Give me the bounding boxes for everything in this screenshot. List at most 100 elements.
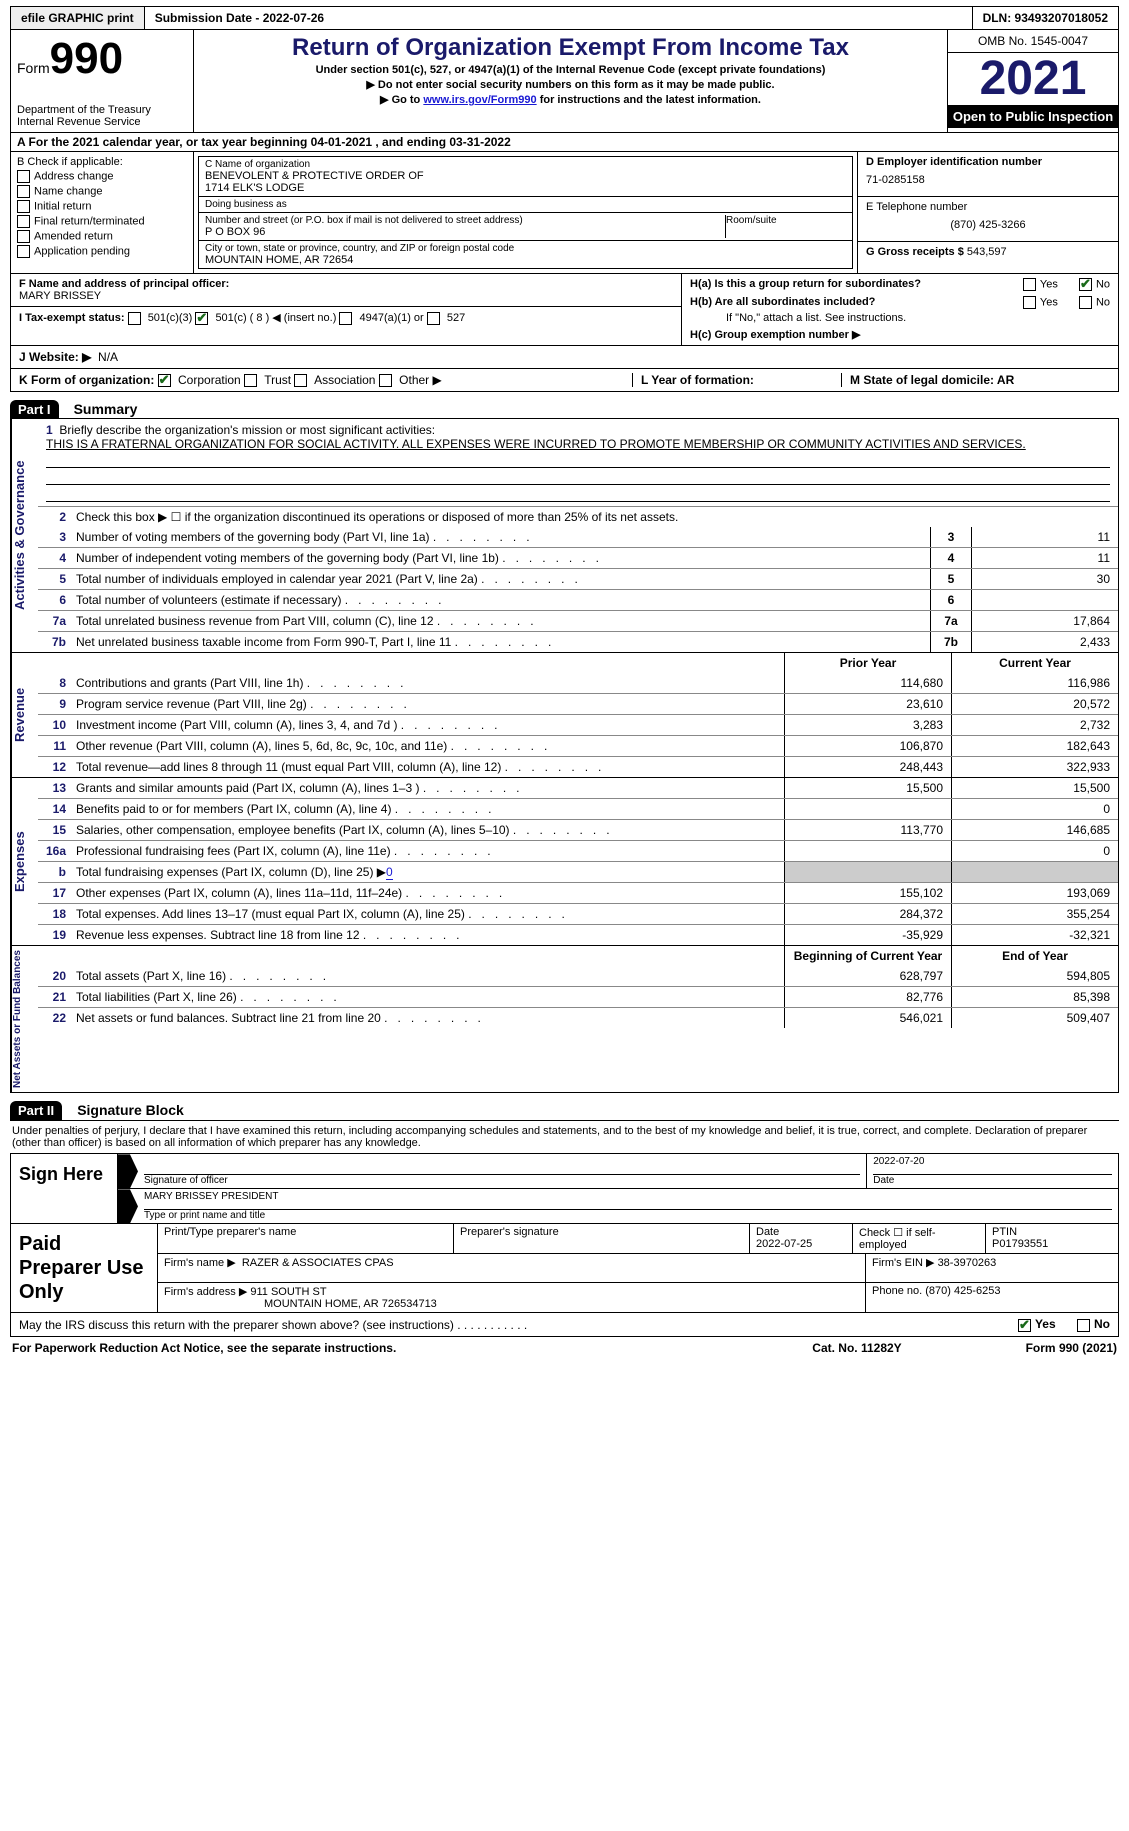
open-inspection-badge: Open to Public Inspection bbox=[948, 105, 1118, 128]
line17-desc: Other expenses (Part IX, column (A), lin… bbox=[72, 884, 784, 902]
hb-label: H(b) Are all subordinates included? bbox=[690, 296, 875, 308]
line18-current: 355,254 bbox=[952, 904, 1118, 924]
check-address-change[interactable] bbox=[17, 170, 30, 183]
hb-no-check[interactable] bbox=[1079, 296, 1092, 309]
city-label: City or town, state or province, country… bbox=[205, 243, 846, 254]
print-name-label: Type or print name and title bbox=[144, 1210, 265, 1221]
phone-label: Phone no. bbox=[872, 1285, 922, 1297]
line2-desc: Check this box ▶ ☐ if the organization d… bbox=[72, 508, 1118, 526]
line12-desc: Total revenue—add lines 8 through 11 (mu… bbox=[72, 758, 784, 776]
line22-current: 509,407 bbox=[952, 1008, 1118, 1028]
line9-prior: 23,610 bbox=[784, 694, 952, 714]
dln-label: DLN: 93493207018052 bbox=[972, 7, 1118, 29]
line7a-desc: Total unrelated business revenue from Pa… bbox=[72, 612, 930, 630]
line3-desc: Number of voting members of the governin… bbox=[72, 528, 930, 546]
section-bcd: B Check if applicable: Address change Na… bbox=[10, 152, 1119, 274]
line7b-desc: Net unrelated business taxable income fr… bbox=[72, 633, 930, 651]
line21-current: 85,398 bbox=[952, 987, 1118, 1007]
paperwork-notice: For Paperwork Reduction Act Notice, see … bbox=[12, 1341, 757, 1355]
line9-desc: Program service revenue (Part VIII, line… bbox=[72, 695, 784, 713]
current-year-header: Current Year bbox=[952, 653, 1118, 673]
subheading-1: Under section 501(c), 527, or 4947(a)(1)… bbox=[198, 64, 943, 76]
sign-here-label: Sign Here bbox=[11, 1154, 118, 1223]
line5-desc: Total number of individuals employed in … bbox=[72, 570, 930, 588]
prep-date-label: Date bbox=[756, 1226, 779, 1238]
line21-prior: 82,776 bbox=[784, 987, 952, 1007]
part2-title: Signature Block bbox=[65, 1102, 184, 1118]
self-employed-check[interactable]: Check ☐ if self-employed bbox=[859, 1227, 936, 1251]
line6-num: 6 bbox=[930, 590, 972, 610]
check-527[interactable] bbox=[427, 312, 440, 325]
line21-desc: Total liabilities (Part X, line 26) bbox=[72, 988, 784, 1006]
check-name-change[interactable] bbox=[17, 185, 30, 198]
check-initial-return[interactable] bbox=[17, 200, 30, 213]
mission-label: Briefly describe the organization's miss… bbox=[59, 423, 435, 437]
line11-desc: Other revenue (Part VIII, column (A), li… bbox=[72, 737, 784, 755]
hb-yes-check[interactable] bbox=[1023, 296, 1036, 309]
ha-no-check[interactable] bbox=[1079, 278, 1092, 291]
box-d: D Employer identification number 71-0285… bbox=[857, 152, 1118, 273]
check-4947[interactable] bbox=[339, 312, 352, 325]
check-other[interactable] bbox=[379, 374, 392, 387]
line7b-value: 2,433 bbox=[972, 632, 1118, 652]
ha-yes-check[interactable] bbox=[1023, 278, 1036, 291]
section-fghi: F Name and address of principal officer:… bbox=[10, 274, 1119, 346]
tel-label: E Telephone number bbox=[866, 201, 967, 213]
line7a-value: 17,864 bbox=[972, 611, 1118, 631]
firm-ein-label: Firm's EIN ▶ bbox=[872, 1257, 935, 1269]
check-trust[interactable] bbox=[244, 374, 257, 387]
box-b: B Check if applicable: Address change Na… bbox=[11, 152, 194, 273]
ein-value: 71-0285158 bbox=[866, 168, 1110, 192]
check-amended[interactable] bbox=[17, 230, 30, 243]
discuss-no-check[interactable] bbox=[1077, 1319, 1090, 1332]
paid-preparer-block: Paid Preparer Use Only Print/Type prepar… bbox=[10, 1224, 1119, 1313]
preparer-name-label: Print/Type preparer's name bbox=[164, 1226, 296, 1238]
line10-prior: 3,283 bbox=[784, 715, 952, 735]
discuss-yes-check[interactable] bbox=[1018, 1319, 1031, 1332]
ein-label: D Employer identification number bbox=[866, 156, 1042, 168]
city-value: MOUNTAIN HOME, AR 72654 bbox=[205, 254, 846, 266]
firm-addr1: 911 SOUTH ST bbox=[250, 1286, 326, 1298]
cat-no: Cat. No. 11282Y bbox=[757, 1341, 957, 1355]
line6-value bbox=[972, 590, 1118, 610]
irs-link[interactable]: www.irs.gov/Form990 bbox=[423, 94, 536, 106]
line11-prior: 106,870 bbox=[784, 736, 952, 756]
submission-date: Submission Date - 2022-07-26 bbox=[145, 7, 972, 29]
line14-current: 0 bbox=[952, 799, 1118, 819]
side-revenue: Revenue bbox=[11, 653, 38, 777]
sig-officer-label: Signature of officer bbox=[144, 1175, 228, 1186]
org-name-label: C Name of organization bbox=[205, 159, 846, 170]
preparer-sig-label: Preparer's signature bbox=[460, 1226, 559, 1238]
sig-date-label: Date bbox=[873, 1175, 894, 1186]
line16a-current: 0 bbox=[952, 841, 1118, 861]
check-final-return[interactable] bbox=[17, 215, 30, 228]
check-application-pending[interactable] bbox=[17, 245, 30, 258]
check-501c[interactable] bbox=[195, 312, 208, 325]
line8-current: 116,986 bbox=[952, 673, 1118, 693]
check-501c3[interactable] bbox=[128, 312, 141, 325]
check-association[interactable] bbox=[294, 374, 307, 387]
lineb-prior bbox=[784, 862, 952, 882]
line16a-prior bbox=[784, 841, 952, 861]
firm-addr2: MOUNTAIN HOME, AR 726534713 bbox=[164, 1298, 437, 1310]
state-domicile: M State of legal domicile: AR bbox=[841, 373, 1110, 387]
footer-bar: For Paperwork Reduction Act Notice, see … bbox=[10, 1337, 1119, 1359]
gross-label: G Gross receipts $ bbox=[866, 246, 964, 258]
lineb-current bbox=[952, 862, 1118, 882]
part1-bar: Part I bbox=[10, 400, 59, 419]
line19-desc: Revenue less expenses. Subtract line 18 … bbox=[72, 926, 784, 944]
line8-prior: 114,680 bbox=[784, 673, 952, 693]
line10-desc: Investment income (Part VIII, column (A)… bbox=[72, 716, 784, 734]
sig-date-value: 2022-07-20 bbox=[873, 1156, 1112, 1175]
row-a-taxyear: A For the 2021 calendar year, or tax yea… bbox=[10, 133, 1119, 152]
efile-print-button[interactable]: efile GRAPHIC print bbox=[11, 7, 145, 29]
firm-ein-value: 38-3970263 bbox=[938, 1257, 997, 1269]
year-formation: L Year of formation: bbox=[632, 373, 841, 387]
check-corporation[interactable] bbox=[158, 374, 171, 387]
dba-label: Doing business as bbox=[205, 199, 846, 210]
line18-prior: 284,372 bbox=[784, 904, 952, 924]
line9-current: 20,572 bbox=[952, 694, 1118, 714]
side-expenses: Expenses bbox=[11, 778, 38, 945]
sign-here-block: Sign Here Signature of officer 2022-07-2… bbox=[10, 1153, 1119, 1224]
line4-desc: Number of independent voting members of … bbox=[72, 549, 930, 567]
